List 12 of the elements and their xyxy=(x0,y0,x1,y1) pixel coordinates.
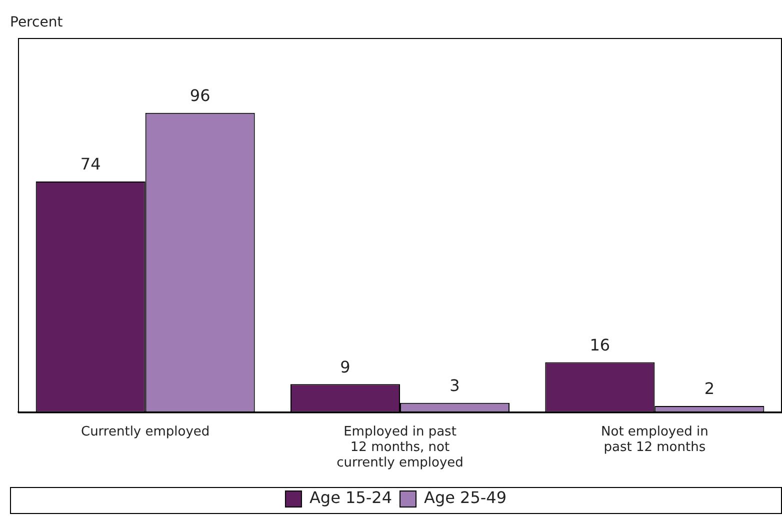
x-tick-label: Currently employed xyxy=(80,424,210,440)
y-axis-title: Percent xyxy=(10,14,64,31)
legend-label: Age 25-49 xyxy=(424,488,507,508)
data-label: 74 xyxy=(80,154,101,174)
data-label: 16 xyxy=(590,335,610,354)
data-label: 96 xyxy=(190,86,210,105)
x-tick-label: Employed in past 12 months, not currently employed xyxy=(336,424,464,471)
legend-label: Age 15-24 xyxy=(309,488,392,508)
data-label: 2 xyxy=(704,379,715,398)
data-label: 3 xyxy=(450,376,460,395)
x-tick-label: Not employed in past 12 months xyxy=(601,424,708,455)
data-label: 9 xyxy=(340,357,350,376)
